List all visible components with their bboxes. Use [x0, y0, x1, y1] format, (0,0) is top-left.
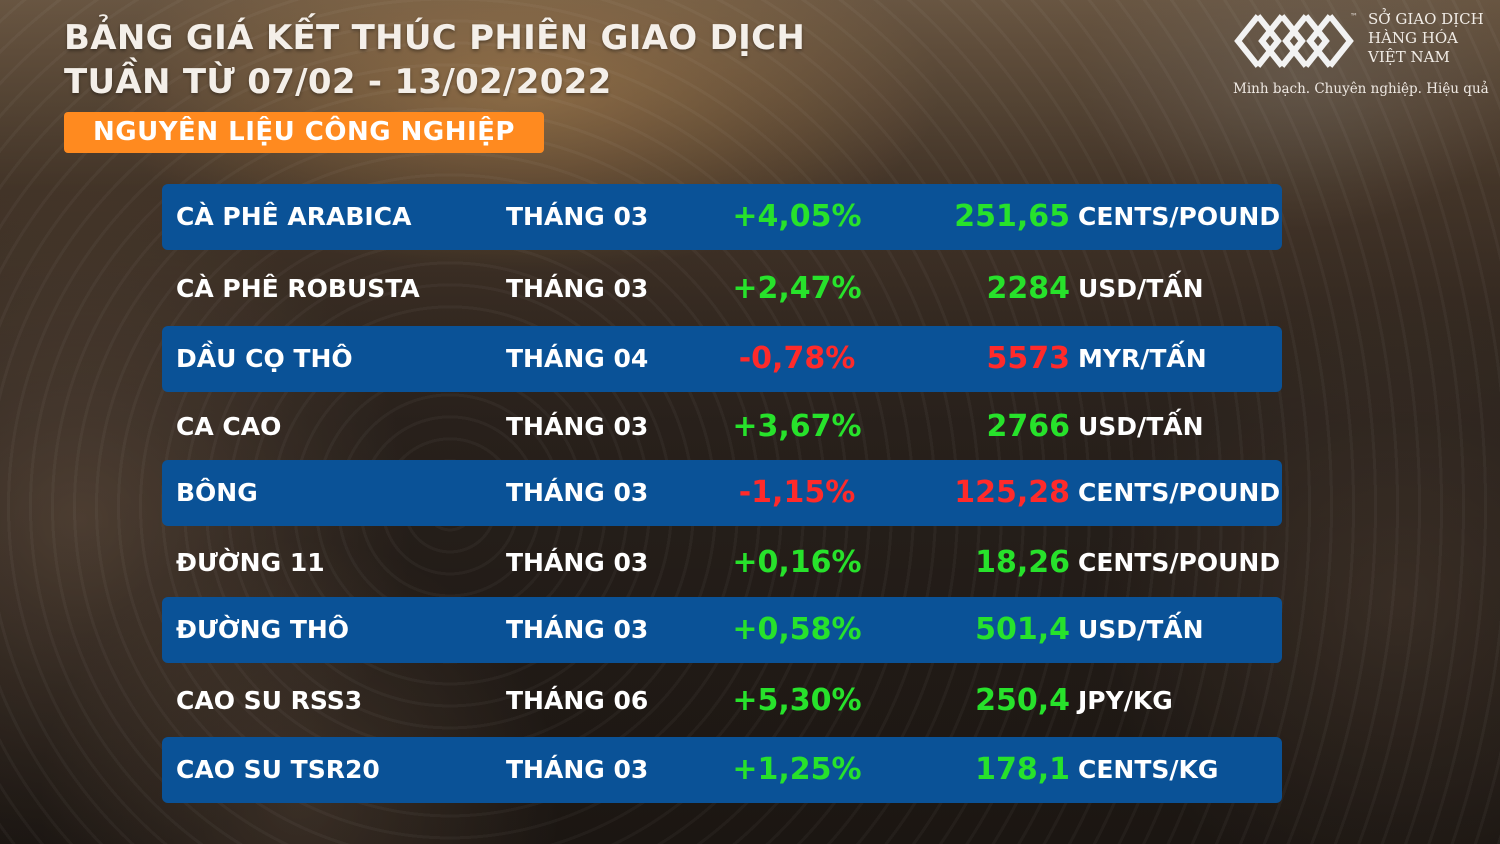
title-line-1: BẢNG GIÁ KẾT THÚC PHIÊN GIAO DỊCH — [64, 18, 806, 58]
price-unit: CENTS/POUND — [1078, 548, 1281, 577]
table-row: CAO SU RSS3 THÁNG 06 +5,30% 250,4 JPY/KG — [162, 668, 1282, 734]
price-unit: USD/TẤN — [1078, 412, 1204, 441]
contract-month: THÁNG 04 — [506, 344, 649, 373]
price-unit: CENTS/KG — [1078, 755, 1219, 784]
price-unit: CENTS/POUND — [1078, 478, 1281, 507]
table-row: ĐƯỜNG THÔ THÁNG 03 +0,58% 501,4 USD/TẤN — [162, 597, 1282, 663]
price-value: 5573 — [986, 341, 1071, 376]
commodity-name: DẦU CỌ THÔ — [176, 344, 353, 373]
commodity-name: CÀ PHÊ ARABICA — [176, 202, 412, 231]
price-value: 2766 — [986, 409, 1071, 444]
price-value: 250,4 — [975, 683, 1070, 718]
logo-slogan: Minh bạch. Chuyên nghiệp. Hiệu quả — [1233, 81, 1489, 97]
contract-month: THÁNG 03 — [506, 755, 649, 784]
commodity-name: CAO SU TSR20 — [176, 755, 380, 784]
change-percent: +5,30% — [732, 683, 862, 718]
logo-name: SỞ GIAO DỊCH HÀNG HÓA VIỆT NAM — [1368, 10, 1484, 67]
change-percent: -0,78% — [738, 341, 856, 376]
table-row: CÀ PHÊ ARABICA THÁNG 03 +4,05% 251,65 CE… — [162, 184, 1282, 250]
commodity-name: ĐƯỜNG THÔ — [176, 615, 350, 644]
commodity-name: CÀ PHÊ ROBUSTA — [176, 274, 420, 303]
commodity-name: BÔNG — [176, 478, 258, 507]
price-unit: JPY/KG — [1078, 686, 1173, 715]
table-row: CÀ PHÊ ROBUSTA THÁNG 03 +2,47% 2284 USD/… — [162, 256, 1282, 322]
change-percent: +0,16% — [732, 545, 862, 580]
title-line-2: TUẦN TỪ 07/02 - 13/02/2022 — [64, 62, 612, 102]
page-title: BẢNG GIÁ KẾT THÚC PHIÊN GIAO DỊCH TUẦN T… — [64, 16, 805, 104]
contract-month: THÁNG 06 — [506, 686, 649, 715]
price-unit: USD/TẤN — [1078, 274, 1204, 303]
change-percent: +2,47% — [732, 271, 862, 306]
change-percent: -1,15% — [738, 475, 856, 510]
logo-mark-icon — [1234, 14, 1354, 68]
change-percent: +0,58% — [732, 612, 862, 647]
table-row: DẦU CỌ THÔ THÁNG 04 -0,78% 5573 MYR/TẤN — [162, 326, 1282, 392]
category-badge: NGUYÊN LIỆU CÔNG NGHIỆP — [64, 112, 544, 153]
price-unit: MYR/TẤN — [1078, 344, 1207, 373]
price-value: 2284 — [986, 271, 1071, 306]
contract-month: THÁNG 03 — [506, 615, 649, 644]
commodity-name: ĐƯỜNG 11 — [176, 548, 325, 577]
commodity-name: CA CAO — [176, 412, 282, 441]
price-value: 251,65 — [954, 199, 1070, 234]
contract-month: THÁNG 03 — [506, 412, 649, 441]
logo-name-line-2: HÀNG HÓA — [1368, 29, 1458, 47]
contract-month: THÁNG 03 — [506, 478, 649, 507]
table-row: BÔNG THÁNG 03 -1,15% 125,28 CENTS/POUND — [162, 460, 1282, 526]
logo-name-line-3: VIỆT NAM — [1368, 48, 1450, 66]
price-unit: USD/TẤN — [1078, 615, 1204, 644]
contract-month: THÁNG 03 — [506, 202, 649, 231]
commodity-name: CAO SU RSS3 — [176, 686, 363, 715]
table-row: ĐƯỜNG 11 THÁNG 03 +0,16% 18,26 CENTS/POU… — [162, 530, 1282, 596]
change-percent: +1,25% — [732, 752, 862, 787]
contract-month: THÁNG 03 — [506, 548, 649, 577]
price-value: 178,1 — [975, 752, 1070, 787]
table-row: CAO SU TSR20 THÁNG 03 +1,25% 178,1 CENTS… — [162, 737, 1282, 803]
price-value: 125,28 — [954, 475, 1070, 510]
logo-name-line-1: SỞ GIAO DỊCH — [1368, 10, 1484, 28]
exchange-logo: ™ SỞ GIAO DỊCH HÀNG HÓA VIỆT NAM Minh bạ… — [1232, 8, 1494, 108]
table-row: CA CAO THÁNG 03 +3,67% 2766 USD/TẤN — [162, 394, 1282, 460]
price-value: 501,4 — [975, 612, 1070, 647]
price-value: 18,26 — [975, 545, 1070, 580]
change-percent: +3,67% — [732, 409, 862, 444]
contract-month: THÁNG 03 — [506, 274, 649, 303]
logo-trademark: ™ — [1350, 12, 1358, 21]
price-unit: CENTS/POUND — [1078, 202, 1281, 231]
change-percent: +4,05% — [732, 199, 862, 234]
